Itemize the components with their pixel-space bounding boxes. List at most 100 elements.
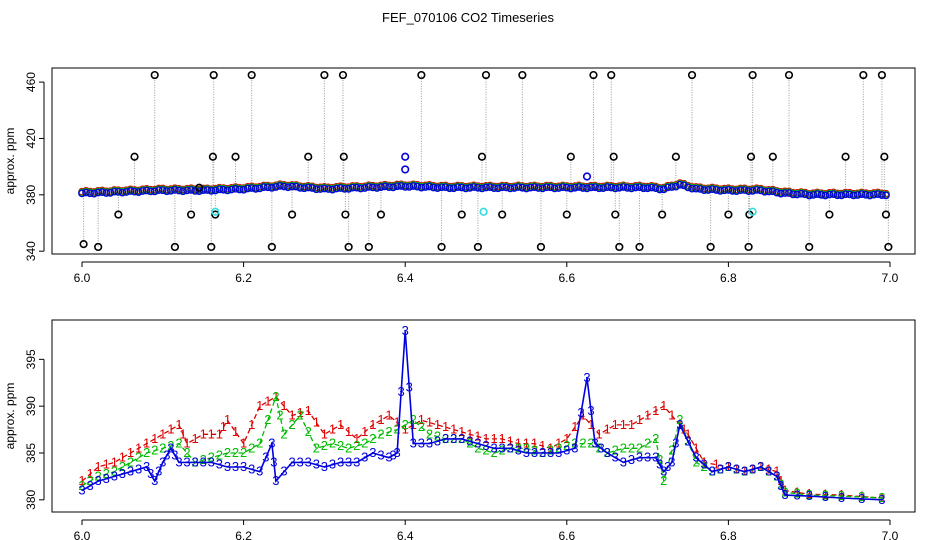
series-mark-3: 3 xyxy=(672,436,679,451)
series-mark-2: 2 xyxy=(345,440,352,455)
series-mark-2: 2 xyxy=(321,438,328,453)
data-point xyxy=(183,186,191,195)
series-mark-1: 1 xyxy=(179,426,186,441)
series-mark-2: 2 xyxy=(668,443,675,458)
data-point xyxy=(773,188,781,197)
series-mark-2: 2 xyxy=(276,408,283,423)
data-point xyxy=(724,186,733,194)
series-mark-3: 3 xyxy=(587,403,594,418)
series-mark-1: 1 xyxy=(587,417,594,432)
series-mark-1: 1 xyxy=(394,415,401,430)
series-mark-1: 1 xyxy=(579,408,586,423)
series-mark-2: 2 xyxy=(264,412,271,427)
data-point xyxy=(405,183,414,191)
series-mark-1: 1 xyxy=(555,436,562,451)
series-mark-3: 3 xyxy=(717,461,724,476)
data-point xyxy=(158,186,167,195)
outlier-point xyxy=(267,242,276,252)
series-mark-2: 2 xyxy=(313,440,320,455)
data-point xyxy=(659,185,668,194)
series-mark-1: 1 xyxy=(458,424,465,439)
series-mark-2: 2 xyxy=(482,443,489,458)
series-mark-1: 1 xyxy=(256,398,263,413)
series-mark-2: 2 xyxy=(329,436,336,451)
series-mark-2: 2 xyxy=(612,443,619,458)
series-mark-1: 1 xyxy=(410,417,417,432)
series-mark-1: 1 xyxy=(200,426,207,441)
outlier-point xyxy=(881,210,891,219)
series-mark-3: 3 xyxy=(345,454,352,469)
data-point xyxy=(348,183,357,192)
series-mark-1: 1 xyxy=(337,417,344,432)
series-mark-1: 1 xyxy=(596,426,603,441)
series-mark-3: 3 xyxy=(547,445,554,460)
series-mark-2: 2 xyxy=(78,478,85,493)
series-mark-3: 3 xyxy=(418,436,425,451)
data-point xyxy=(768,187,777,196)
series-mark-1: 1 xyxy=(175,417,182,432)
series-mark-2: 2 xyxy=(361,436,368,451)
data-point xyxy=(433,184,442,192)
y-axis-label: approx. ppm xyxy=(3,383,17,450)
data-point xyxy=(510,184,519,192)
series-mark-3: 3 xyxy=(652,450,659,465)
data-point xyxy=(676,180,684,189)
data-point xyxy=(777,189,785,198)
series-mark-1: 1 xyxy=(183,436,190,451)
outlier-point xyxy=(805,242,814,252)
data-point xyxy=(801,190,810,199)
data-point xyxy=(344,185,353,193)
series-mark-3: 3 xyxy=(571,440,578,455)
series-mark-1: 1 xyxy=(248,417,255,432)
outlier-point xyxy=(498,210,507,219)
data-point xyxy=(82,188,90,197)
series-mark-1: 1 xyxy=(280,398,287,413)
outlier-point xyxy=(562,210,571,219)
series-mark-1: 1 xyxy=(127,445,134,460)
y-axis-label: approx. ppm xyxy=(3,128,17,195)
x-tick-label: 6.6 xyxy=(558,529,575,540)
data-point xyxy=(651,184,660,192)
series-mark-2: 2 xyxy=(394,422,401,437)
series-mark-3: 3 xyxy=(119,466,126,481)
data-point xyxy=(397,182,406,190)
data-point xyxy=(312,185,321,194)
series-mark-1: 1 xyxy=(523,436,530,451)
series-mark-2: 2 xyxy=(183,445,190,460)
data-point xyxy=(546,183,555,192)
series-mark-2: 2 xyxy=(781,484,788,499)
series-mark-2: 2 xyxy=(838,488,845,503)
series-mark-3: 3 xyxy=(313,457,320,472)
series-mark-1: 1 xyxy=(159,426,166,441)
data-point xyxy=(740,186,749,194)
data-point xyxy=(736,186,745,195)
plot-frame xyxy=(51,67,916,255)
series-mark-3: 3 xyxy=(442,431,449,446)
data-point xyxy=(853,191,862,199)
overview-panel: 6.0 6.2 6.4 6.6 6.8 7.0 340 380 420 460 approx. pp… xyxy=(3,67,916,285)
data-point xyxy=(558,183,567,191)
outlier-point xyxy=(589,70,598,80)
series-mark-2: 2 xyxy=(531,443,538,458)
outlier-point xyxy=(364,242,373,252)
series-mark-2: 2 xyxy=(636,440,643,455)
series-mark-3: 3 xyxy=(288,454,295,469)
data-point xyxy=(280,182,288,191)
series-mark-3: 3 xyxy=(499,440,506,455)
series-mark-1: 1 xyxy=(321,426,328,441)
outlier-point xyxy=(320,70,329,80)
data-point xyxy=(356,184,365,193)
series-mark-2: 2 xyxy=(418,419,425,434)
data-point xyxy=(700,186,709,194)
series-mark-1: 1 xyxy=(369,417,376,432)
data-point xyxy=(352,183,361,192)
outlier-point xyxy=(209,70,218,80)
series-mark-1: 1 xyxy=(345,424,352,439)
series-mark-3: 3 xyxy=(175,454,182,469)
data-point xyxy=(102,189,111,197)
data-point xyxy=(518,183,527,192)
data-point xyxy=(526,183,535,192)
outlier-point-blue xyxy=(401,165,410,174)
series-mark-2: 2 xyxy=(143,445,150,460)
data-point xyxy=(336,184,345,192)
